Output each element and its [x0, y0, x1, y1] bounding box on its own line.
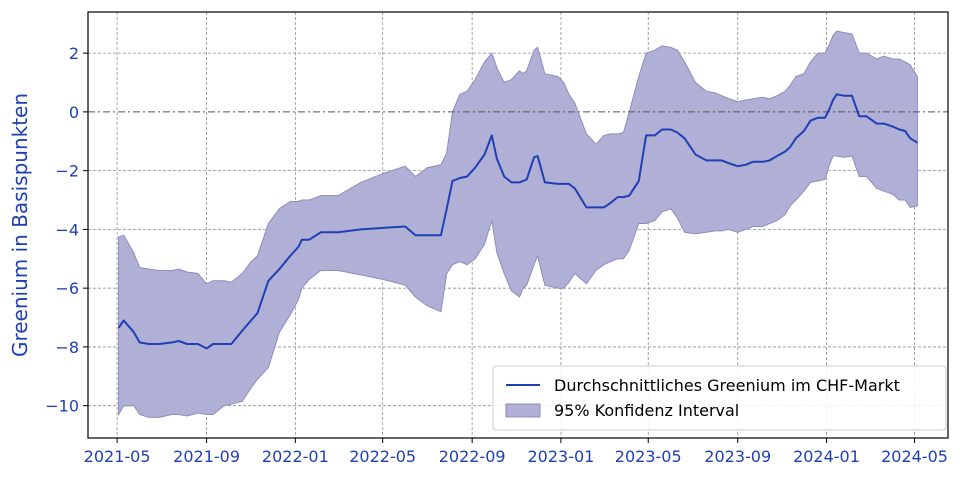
legend-band-swatch [505, 403, 541, 418]
axes-frame [87, 11, 949, 439]
x-tick-label: 2023-01 [527, 447, 594, 466]
legend: Durchschnittliches Greenium im CHF-Markt… [492, 365, 947, 431]
mean-greenium-line [117, 93, 918, 350]
y-tick-label: −6 [55, 279, 79, 298]
x-tick-label: 2024-05 [881, 447, 948, 466]
legend-label-band: 95% Konfidenz Interval [554, 401, 739, 420]
y-tick-label: 0 [69, 103, 79, 122]
x-tick-label: 2021-09 [173, 447, 240, 466]
plot-frame [87, 11, 949, 439]
x-tick-label: 2023-05 [615, 447, 682, 466]
x-tick-label: 2021-05 [84, 447, 151, 466]
x-tick-label: 2022-05 [349, 447, 416, 466]
x-tick-label: 2024-01 [793, 447, 860, 466]
y-axis-label: Greenium in Basispunkten [8, 93, 32, 357]
mean-line-group [117, 93, 918, 350]
y-tick-label: −2 [55, 162, 79, 181]
confidence-band-group [118, 30, 918, 418]
legend-label-mean: Durchschnittliches Greenium im CHF-Markt [554, 376, 900, 395]
legend-box [492, 365, 947, 431]
x-tick-label: 2022-01 [262, 447, 329, 466]
y-tick-label: −10 [45, 397, 79, 416]
confidence-band [118, 30, 918, 418]
x-tick-label: 2022-09 [439, 447, 506, 466]
y-tick-label: 2 [69, 44, 79, 63]
y-tick-label: −4 [55, 220, 79, 239]
y-axis-ticks: 2 0 −2 −4 −6 −8 −10 [45, 44, 88, 416]
y-tick-label: −8 [55, 338, 79, 357]
x-tick-label: 2023-09 [704, 447, 771, 466]
x-axis-ticks: 2021-05 2021-09 2022-01 2022-05 2022-09 2023-… [84, 438, 948, 466]
